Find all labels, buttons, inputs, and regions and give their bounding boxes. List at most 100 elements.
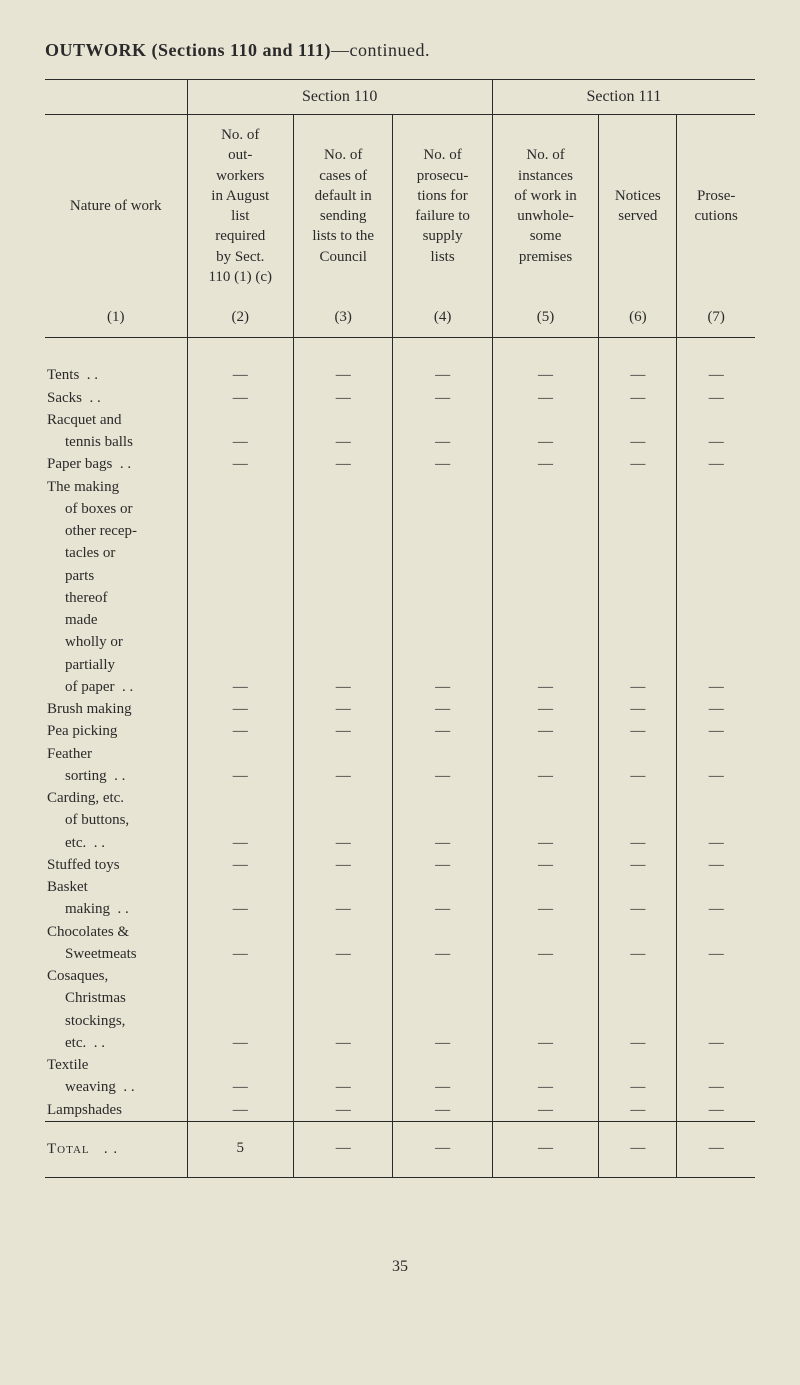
data-cell: [599, 965, 677, 987]
nature-cell: etc. . .: [45, 1032, 187, 1054]
nature-cell: Carding, etc.: [45, 787, 187, 809]
data-cell: —: [187, 431, 294, 453]
data-cell: [294, 542, 393, 564]
data-cell: —: [492, 765, 599, 787]
data-cell: [599, 565, 677, 587]
data-cell: —: [677, 364, 755, 386]
data-cell: [599, 520, 677, 542]
data-cell: [492, 609, 599, 631]
data-cell: [599, 743, 677, 765]
page-number: 35: [45, 1258, 755, 1276]
data-cell: [677, 631, 755, 653]
outwork-table: Section 110 Section 111 Nature of work N…: [45, 79, 755, 1178]
data-cell: [599, 409, 677, 431]
data-cell: —: [677, 1099, 755, 1122]
data-cell: [599, 809, 677, 831]
column-header-row: Nature of work No. of out- workers in Au…: [45, 115, 755, 298]
data-cell: [492, 876, 599, 898]
data-cell: [492, 476, 599, 498]
data-cell: [677, 743, 755, 765]
data-cell: [187, 1010, 294, 1032]
data-cell: —: [492, 431, 599, 453]
data-cell: —: [393, 720, 492, 742]
table-row: stockings,: [45, 1010, 755, 1032]
data-cell: —: [599, 832, 677, 854]
data-cell: —: [294, 943, 393, 965]
nature-cell: Tents . .: [45, 364, 187, 386]
data-cell: [677, 965, 755, 987]
data-cell: —: [393, 364, 492, 386]
data-cell: —: [187, 1032, 294, 1054]
table-row: etc. . .——————: [45, 1032, 755, 1054]
data-cell: —: [187, 765, 294, 787]
data-cell: —: [187, 854, 294, 876]
nature-cell: making . .: [45, 898, 187, 920]
data-cell: —: [492, 898, 599, 920]
nature-cell: Sweetmeats: [45, 943, 187, 965]
data-cell: —: [677, 698, 755, 720]
nature-header: Nature of work: [45, 115, 187, 298]
column-number-row: (1) (2) (3) (4) (5) (6) (7): [45, 297, 755, 338]
data-cell: —: [393, 453, 492, 475]
table-row: Lampshades——————: [45, 1099, 755, 1122]
col6-header: Notices served: [599, 115, 677, 298]
table-row: Brush making——————: [45, 698, 755, 720]
data-cell: —: [393, 854, 492, 876]
data-cell: [677, 565, 755, 587]
table-row: Paper bags . .——————: [45, 453, 755, 475]
data-cell: —: [599, 431, 677, 453]
table-row: of boxes or: [45, 498, 755, 520]
table-body: Tents . .——————Sacks . .——————Racquet an…: [45, 364, 755, 1121]
data-cell: [294, 809, 393, 831]
data-cell: —: [677, 898, 755, 920]
data-cell: [393, 409, 492, 431]
data-cell: [677, 520, 755, 542]
data-cell: —: [187, 387, 294, 409]
total-value: 5: [187, 1121, 294, 1178]
nature-cell: thereof: [45, 587, 187, 609]
data-cell: [187, 520, 294, 542]
data-cell: [187, 476, 294, 498]
data-cell: —: [187, 364, 294, 386]
data-cell: [187, 542, 294, 564]
spacer-row: [45, 338, 755, 365]
data-cell: [599, 921, 677, 943]
data-cell: —: [393, 387, 492, 409]
col2-num: (2): [187, 297, 294, 338]
total-c6: —: [599, 1121, 677, 1178]
data-cell: —: [677, 1076, 755, 1098]
data-cell: —: [677, 765, 755, 787]
data-cell: [393, 1054, 492, 1076]
data-cell: —: [492, 1032, 599, 1054]
data-cell: [187, 1054, 294, 1076]
data-cell: —: [492, 854, 599, 876]
nature-cell: etc. . .: [45, 832, 187, 854]
data-cell: —: [677, 943, 755, 965]
table-row: of buttons,: [45, 809, 755, 831]
data-cell: [187, 787, 294, 809]
data-cell: [187, 743, 294, 765]
data-cell: —: [492, 364, 599, 386]
data-cell: [187, 409, 294, 431]
table-row: etc. . .——————: [45, 832, 755, 854]
col2-header: No. of out- workers in August list requi…: [187, 115, 294, 298]
table-row: Tents . .——————: [45, 364, 755, 386]
data-cell: —: [294, 720, 393, 742]
nature-cell: weaving . .: [45, 1076, 187, 1098]
nature-cell: Stuffed toys: [45, 854, 187, 876]
data-cell: —: [492, 720, 599, 742]
data-cell: —: [187, 1099, 294, 1122]
data-cell: [393, 631, 492, 653]
data-cell: —: [294, 1032, 393, 1054]
data-cell: [492, 520, 599, 542]
data-cell: [492, 809, 599, 831]
data-cell: —: [294, 676, 393, 698]
data-cell: [492, 1010, 599, 1032]
data-cell: [294, 987, 393, 1009]
data-cell: —: [294, 364, 393, 386]
data-cell: [677, 876, 755, 898]
data-cell: [393, 743, 492, 765]
data-cell: [294, 631, 393, 653]
data-cell: [393, 520, 492, 542]
data-cell: [187, 965, 294, 987]
